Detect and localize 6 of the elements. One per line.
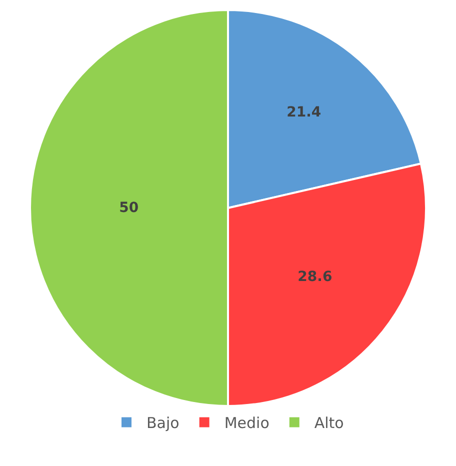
data-label: 50 xyxy=(119,200,139,216)
legend-label: Medio xyxy=(224,414,270,432)
legend-label: Bajo xyxy=(146,414,180,432)
data-label: 28.6 xyxy=(298,269,332,286)
legend-label: Alto xyxy=(314,414,344,432)
data-label: 21.4 xyxy=(286,104,322,121)
